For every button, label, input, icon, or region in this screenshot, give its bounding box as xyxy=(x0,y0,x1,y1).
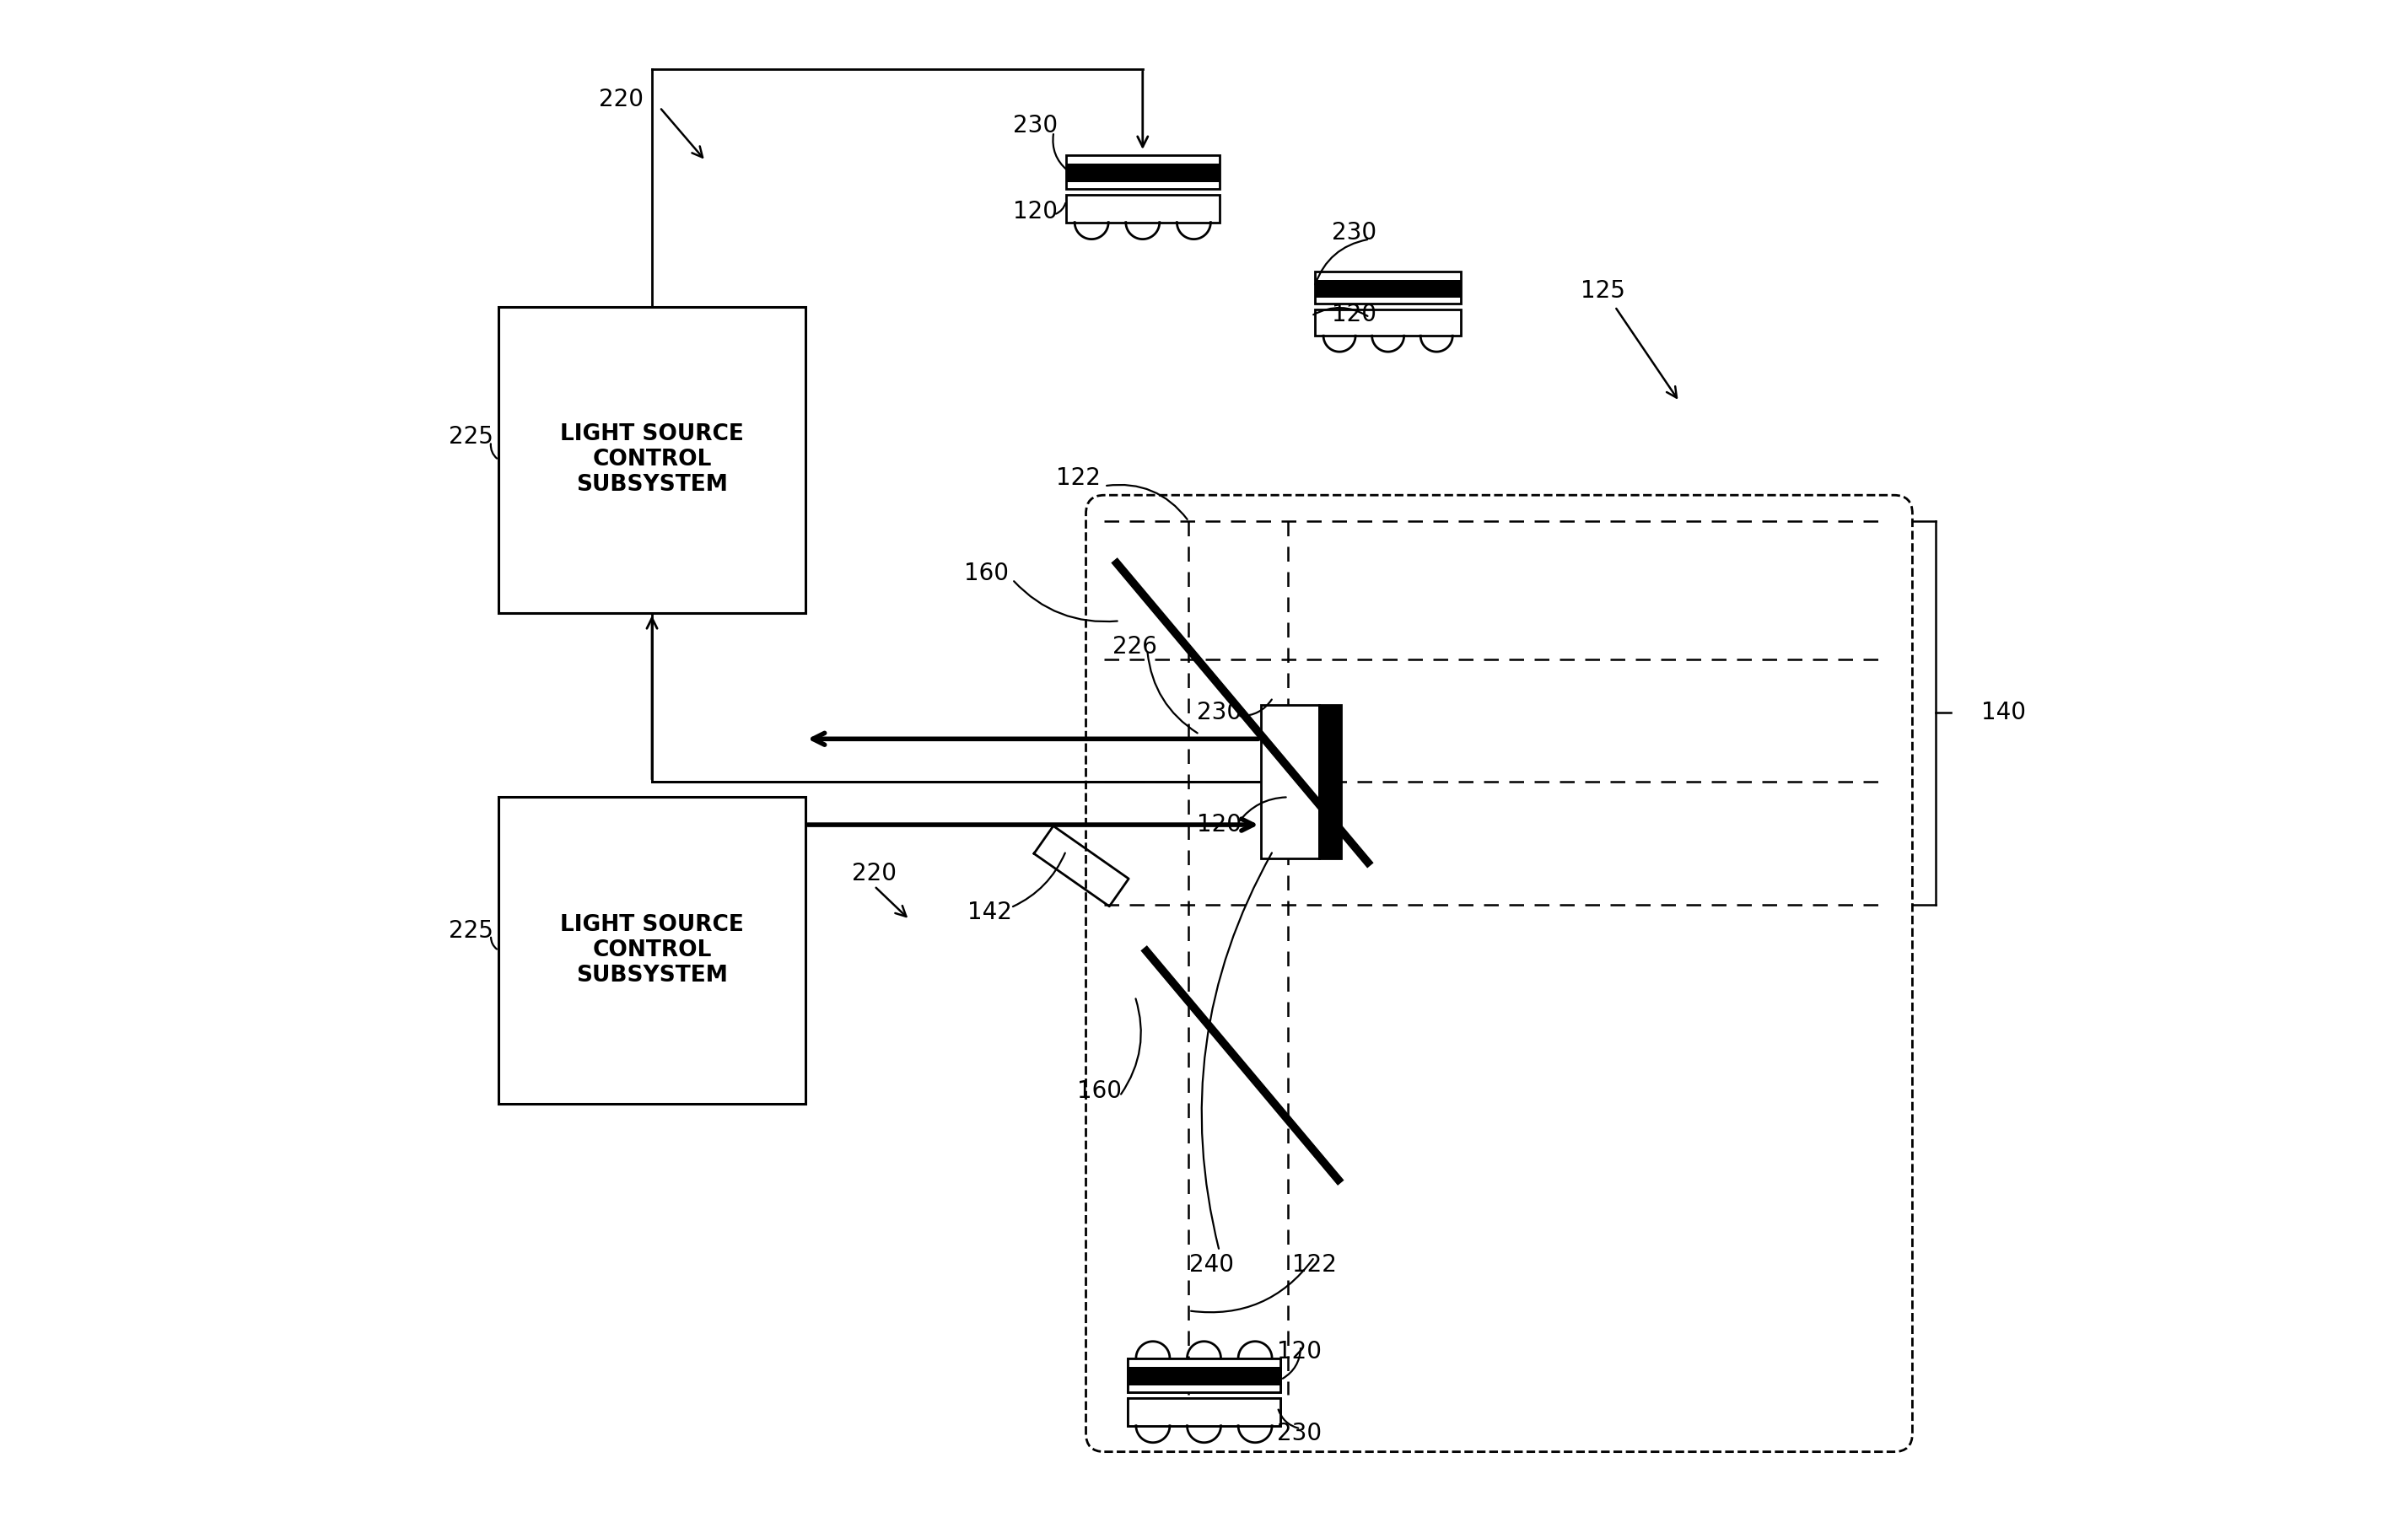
Text: 226: 226 xyxy=(1112,635,1158,659)
Text: 225: 225 xyxy=(448,918,494,943)
Bar xyxy=(498,797,804,1104)
Bar xyxy=(498,307,804,613)
Text: 230: 230 xyxy=(1332,221,1377,245)
Bar xyxy=(1127,1367,1281,1386)
Bar xyxy=(1067,164,1218,182)
Text: 220: 220 xyxy=(600,87,643,112)
Text: 120: 120 xyxy=(1276,1340,1322,1364)
Text: 120: 120 xyxy=(1197,812,1243,837)
Bar xyxy=(1262,705,1320,858)
Text: 160: 160 xyxy=(1076,1079,1122,1104)
Bar xyxy=(1127,1398,1281,1426)
Bar xyxy=(1127,1398,1281,1426)
Bar xyxy=(1127,1358,1281,1392)
Text: 122: 122 xyxy=(1057,466,1100,491)
Text: 230: 230 xyxy=(1014,113,1057,138)
Text: 122: 122 xyxy=(1293,1252,1336,1277)
Text: 230: 230 xyxy=(1276,1421,1322,1446)
Bar xyxy=(1127,1358,1281,1392)
Bar xyxy=(1067,155,1218,189)
Text: 140: 140 xyxy=(1982,701,2025,725)
Text: LIGHT SOURCE
CONTROL
SUBSYSTEM: LIGHT SOURCE CONTROL SUBSYSTEM xyxy=(561,423,744,497)
Text: 142: 142 xyxy=(968,900,1011,924)
Bar xyxy=(1315,279,1462,297)
Text: 160: 160 xyxy=(963,561,1009,586)
Text: 220: 220 xyxy=(852,862,896,886)
Text: LIGHT SOURCE
CONTROL
SUBSYSTEM: LIGHT SOURCE CONTROL SUBSYSTEM xyxy=(561,914,744,987)
Text: 225: 225 xyxy=(448,425,494,449)
Text: 120: 120 xyxy=(1014,199,1057,224)
Bar xyxy=(1320,705,1341,858)
Bar xyxy=(1127,1367,1281,1386)
Text: 120: 120 xyxy=(1332,302,1377,327)
Bar xyxy=(1067,195,1218,222)
Text: 125: 125 xyxy=(1580,279,1625,304)
Text: 240: 240 xyxy=(1190,1252,1233,1277)
Bar xyxy=(1315,271,1462,304)
Text: 230: 230 xyxy=(1197,701,1243,725)
Bar xyxy=(1315,310,1462,336)
